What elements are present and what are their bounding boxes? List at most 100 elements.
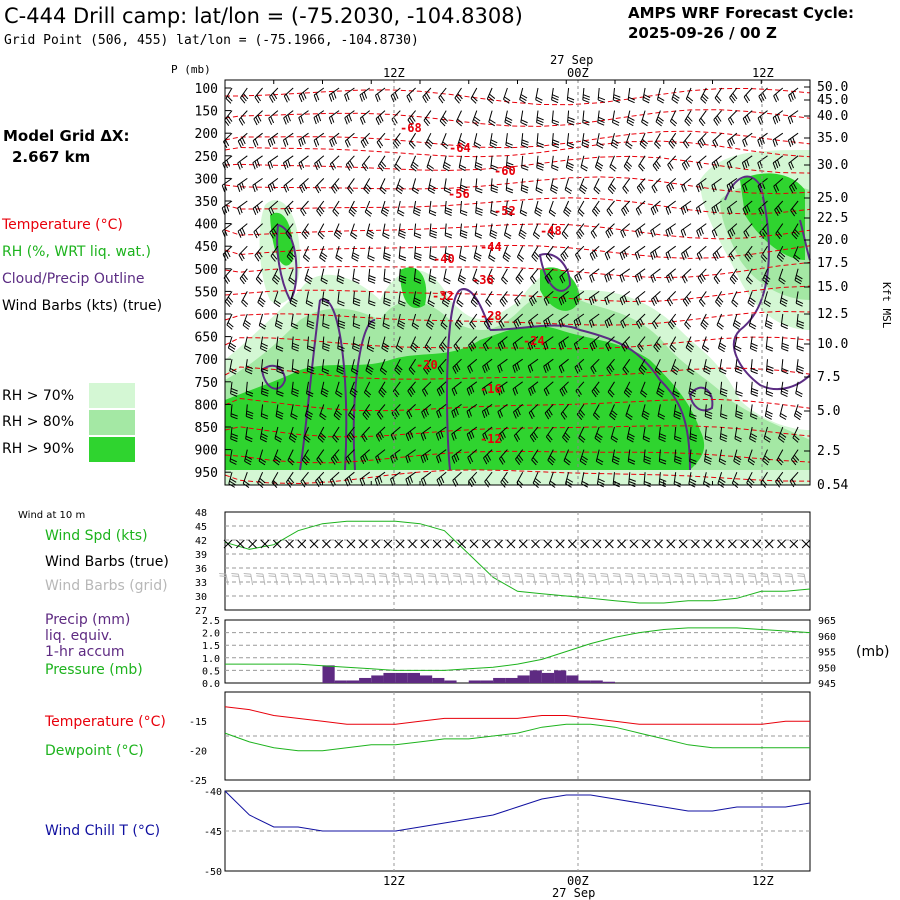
wind-barb-flag xyxy=(379,114,384,122)
wind-barb xyxy=(702,472,707,484)
wind-barb xyxy=(731,472,738,484)
wind-barb xyxy=(413,268,417,281)
wind-barb-flag xyxy=(560,341,564,349)
wind-barb-true xyxy=(801,539,811,549)
wind-barb-flag xyxy=(377,433,382,440)
wind-barb-flag xyxy=(230,390,238,395)
wind-barb xyxy=(268,200,279,210)
wind-barb-flag xyxy=(442,341,448,348)
wind-barb-flag xyxy=(254,183,258,191)
wind-barb-flag xyxy=(667,164,672,171)
wind-barb-flag xyxy=(758,208,763,216)
wind-barb-flag xyxy=(420,433,425,441)
wind-barb-flag xyxy=(423,388,429,395)
wind-barb xyxy=(680,200,692,209)
wind-barb-flag xyxy=(337,348,345,352)
wind-barb-true xyxy=(494,539,503,549)
wind-barb xyxy=(489,223,493,236)
wind-barb-flag xyxy=(469,478,475,486)
wind-barb xyxy=(604,290,615,299)
wind-barb-flag xyxy=(314,186,320,194)
wind-barb-flag xyxy=(466,388,471,396)
wind-barb-flag xyxy=(428,187,436,192)
wind-barb-flag xyxy=(744,206,749,214)
wind-barb-flag xyxy=(796,348,804,352)
wind-barb-flag xyxy=(749,438,756,443)
wind-barb-flag xyxy=(304,254,311,260)
wind-barb-flag xyxy=(288,279,295,285)
height-tick-label: 22.5 xyxy=(817,211,848,226)
wind-barb-flag xyxy=(499,432,504,440)
wind-barb-flag xyxy=(394,92,399,99)
wind-barb-grid xyxy=(274,574,278,586)
wind-barb-grid-flag xyxy=(305,572,313,575)
wind-barb-flag xyxy=(459,164,467,169)
y-tick-label: -15 xyxy=(189,717,207,728)
wind-barb xyxy=(359,471,370,480)
wind-barb-flag xyxy=(705,415,712,420)
wind-barb xyxy=(313,87,325,96)
wind-barb xyxy=(734,336,738,349)
wind-barb-flag xyxy=(383,300,391,304)
wind-barb xyxy=(747,291,753,303)
wind-barb-flag xyxy=(429,232,437,236)
wind-barb xyxy=(337,336,340,349)
wind-barb-flag xyxy=(408,94,413,101)
wind-barb-flag xyxy=(781,325,788,330)
wind-barb-flag xyxy=(728,161,733,169)
wind-barb-flag xyxy=(285,138,289,146)
wind-barb-flag xyxy=(365,183,372,190)
wind-barb-flag xyxy=(414,297,421,302)
wind-barb xyxy=(521,155,524,168)
legend-rh80-swatch xyxy=(89,410,135,435)
wind-barb-flag xyxy=(527,365,532,373)
wind-barb-flag xyxy=(305,277,312,282)
wind-barb xyxy=(360,110,371,119)
wind-barb xyxy=(551,133,554,146)
wind-barb-flag xyxy=(746,205,751,212)
wind-barb-flag xyxy=(397,212,404,217)
wind-barb-grid xyxy=(360,574,364,586)
wind-barb-flag xyxy=(231,433,238,437)
wind-barb-grid xyxy=(237,574,241,586)
wind-barb-flag xyxy=(623,166,630,172)
wind-barb-flag xyxy=(313,117,317,125)
wind-barb-flag xyxy=(438,97,444,104)
wind-barb-flag xyxy=(609,364,615,371)
wind-barb-flag xyxy=(244,319,251,325)
wind-barb-flag xyxy=(301,233,307,240)
wind-barb xyxy=(408,358,417,370)
wind-barb-flag xyxy=(503,477,509,484)
wind-barb xyxy=(773,178,784,187)
wind-barb-flag xyxy=(239,161,243,169)
wind-barb-flag xyxy=(751,342,758,347)
wind-barb-flag xyxy=(734,345,742,350)
wind-barb-flag xyxy=(458,167,466,172)
wind-barb-flag xyxy=(732,299,739,305)
wind-barb-flag xyxy=(640,141,647,147)
wind-barb-flag xyxy=(659,433,667,437)
wind-barb xyxy=(241,291,248,303)
wind-barb-true xyxy=(445,539,454,549)
precip-bar xyxy=(444,680,457,683)
wind-barb-flag xyxy=(457,118,464,125)
wind-barb xyxy=(582,87,585,100)
wind-barb-flag xyxy=(319,434,325,441)
wind-barb-grid-flag xyxy=(244,575,252,578)
wind-barb-flag xyxy=(674,455,682,460)
precip-bar xyxy=(529,670,542,683)
height-tick-label: 12.5 xyxy=(817,307,848,322)
wind-barb-true xyxy=(789,539,799,549)
wind-barb xyxy=(625,133,631,145)
wind-barb-flag xyxy=(348,476,353,484)
wind-barb-flag xyxy=(673,365,680,371)
wind-barb-flag xyxy=(766,410,773,415)
wind-barb xyxy=(669,110,677,122)
wind-barb xyxy=(714,87,723,99)
wind-barb-grid-flag xyxy=(342,575,350,578)
wind-barb-flag xyxy=(734,455,742,461)
wind-barb-flag xyxy=(744,116,749,124)
wind-barb-flag xyxy=(735,370,743,375)
wind-barb-flag xyxy=(453,409,457,417)
